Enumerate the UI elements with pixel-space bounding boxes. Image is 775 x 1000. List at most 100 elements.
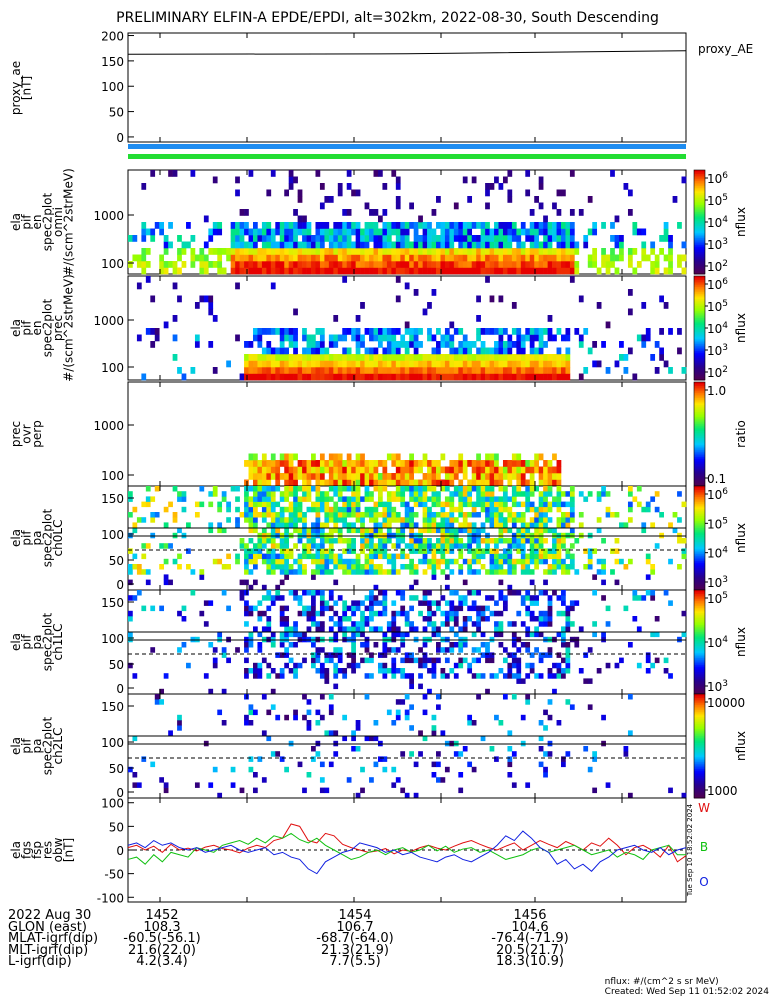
heatmap-cell bbox=[297, 354, 303, 361]
heatmap-cell bbox=[431, 261, 437, 268]
heatmap-cell bbox=[547, 334, 553, 342]
heatmap-cell bbox=[494, 543, 499, 549]
heatmap-cell bbox=[342, 228, 348, 236]
heatmap-cell bbox=[556, 267, 562, 275]
heatmap-cell bbox=[328, 548, 334, 554]
colorbar-cell bbox=[694, 482, 705, 485]
heatmap-cell bbox=[364, 367, 370, 374]
heatmap-cell bbox=[293, 673, 298, 679]
heatmap-cell bbox=[507, 496, 513, 502]
heatmap-cell bbox=[337, 248, 343, 255]
heatmap-cell bbox=[641, 302, 647, 309]
heatmap-cell bbox=[266, 347, 272, 355]
colorbar-cell bbox=[694, 475, 705, 478]
heatmap-cell bbox=[319, 228, 325, 236]
heatmap-cell bbox=[132, 522, 138, 528]
heatmap-cell bbox=[270, 543, 276, 549]
heatmap-cell bbox=[369, 235, 374, 242]
heatmap-cell bbox=[404, 631, 410, 638]
heatmap-cell bbox=[409, 527, 414, 534]
colorbar-cell bbox=[694, 775, 705, 778]
heatmap-cell bbox=[565, 699, 571, 705]
heatmap-cell bbox=[556, 538, 562, 544]
heatmap-cell bbox=[498, 506, 504, 513]
heatmap-cell bbox=[159, 688, 165, 695]
heatmap-cell bbox=[529, 548, 535, 554]
colorbar-cell bbox=[694, 633, 705, 636]
heatmap-cell bbox=[543, 579, 548, 586]
colorbar-cell bbox=[694, 548, 705, 551]
heatmap-cell bbox=[467, 590, 473, 596]
heatmap-cell bbox=[543, 652, 548, 658]
heatmap-cell bbox=[395, 527, 401, 534]
heatmap-cell bbox=[404, 466, 410, 474]
y-axis-label: proxy_ae bbox=[9, 61, 23, 115]
heatmap-cell bbox=[543, 228, 548, 236]
heatmap-cell bbox=[480, 328, 486, 335]
y-tick-label: 100 bbox=[101, 469, 124, 483]
heatmap-cell bbox=[476, 473, 481, 480]
heatmap-cell bbox=[534, 261, 539, 268]
heatmap-cell bbox=[511, 486, 517, 492]
y-tick-label: -50 bbox=[104, 868, 124, 882]
heatmap-cell bbox=[494, 373, 499, 381]
heatmap-cell bbox=[288, 354, 294, 361]
heatmap-cell bbox=[449, 496, 455, 502]
heatmap-cell bbox=[333, 647, 339, 653]
heatmap-cell bbox=[297, 496, 303, 502]
heatmap-cell bbox=[436, 564, 441, 570]
heatmap-cell bbox=[377, 756, 383, 762]
heatmap-cell bbox=[534, 512, 539, 518]
heatmap-cell bbox=[476, 248, 481, 255]
heatmap-cell bbox=[337, 261, 343, 268]
heatmap-cell bbox=[565, 512, 571, 518]
colorbar-cell bbox=[694, 621, 705, 624]
heatmap-cell bbox=[266, 564, 272, 570]
heatmap-cell bbox=[583, 652, 589, 658]
heatmap-cell bbox=[440, 466, 446, 474]
heatmap-cell bbox=[369, 605, 374, 612]
heatmap-cell bbox=[480, 564, 486, 570]
colorbar-cell bbox=[694, 364, 705, 367]
heatmap-cell bbox=[552, 569, 557, 575]
heatmap-cell bbox=[601, 261, 606, 268]
heatmap-cell bbox=[627, 261, 633, 268]
heatmap-cell bbox=[565, 360, 571, 368]
footer-ephemeris: 2022 Aug 30 GLON (east) MLAT-igrf(dip) M… bbox=[0, 909, 775, 1000]
colorbar-cell bbox=[694, 562, 705, 565]
heatmap-cell bbox=[248, 548, 254, 554]
heatmap-cell bbox=[467, 241, 473, 249]
heatmap-cell bbox=[284, 241, 290, 249]
heatmap-cell bbox=[369, 367, 374, 374]
heatmap-cell bbox=[145, 486, 151, 492]
heatmap-cell bbox=[498, 222, 504, 229]
heatmap-cell bbox=[351, 558, 356, 565]
heatmap-cell bbox=[511, 558, 517, 565]
heatmap-cell bbox=[279, 522, 285, 528]
heatmap-cell bbox=[556, 228, 562, 236]
y-tick-label: 150 bbox=[101, 492, 124, 506]
colorbar-cell bbox=[694, 355, 705, 358]
heatmap-cell bbox=[369, 222, 374, 229]
heatmap-cell bbox=[400, 241, 406, 249]
heatmap-cell bbox=[627, 730, 633, 736]
colorbar-cell bbox=[694, 735, 705, 738]
heatmap-cell bbox=[458, 553, 464, 560]
heatmap-cell bbox=[453, 328, 459, 335]
y-axis-label: prec bbox=[9, 421, 23, 447]
colorbar-cell bbox=[694, 234, 705, 237]
heatmap-cell bbox=[136, 564, 142, 570]
heatmap-cell bbox=[275, 347, 281, 355]
heatmap-cell bbox=[315, 564, 321, 570]
heatmap-cell bbox=[284, 647, 290, 653]
heatmap-cell bbox=[319, 714, 325, 721]
heatmap-cell bbox=[422, 543, 428, 549]
heatmap-cell bbox=[342, 626, 348, 632]
heatmap-cell bbox=[489, 295, 495, 303]
heatmap-cell bbox=[360, 373, 365, 381]
colorbar-cell bbox=[694, 357, 705, 360]
heatmap-cell bbox=[203, 267, 209, 275]
heatmap-cell bbox=[319, 522, 325, 528]
heatmap-cell bbox=[319, 543, 325, 549]
heatmap-cell bbox=[556, 466, 562, 474]
